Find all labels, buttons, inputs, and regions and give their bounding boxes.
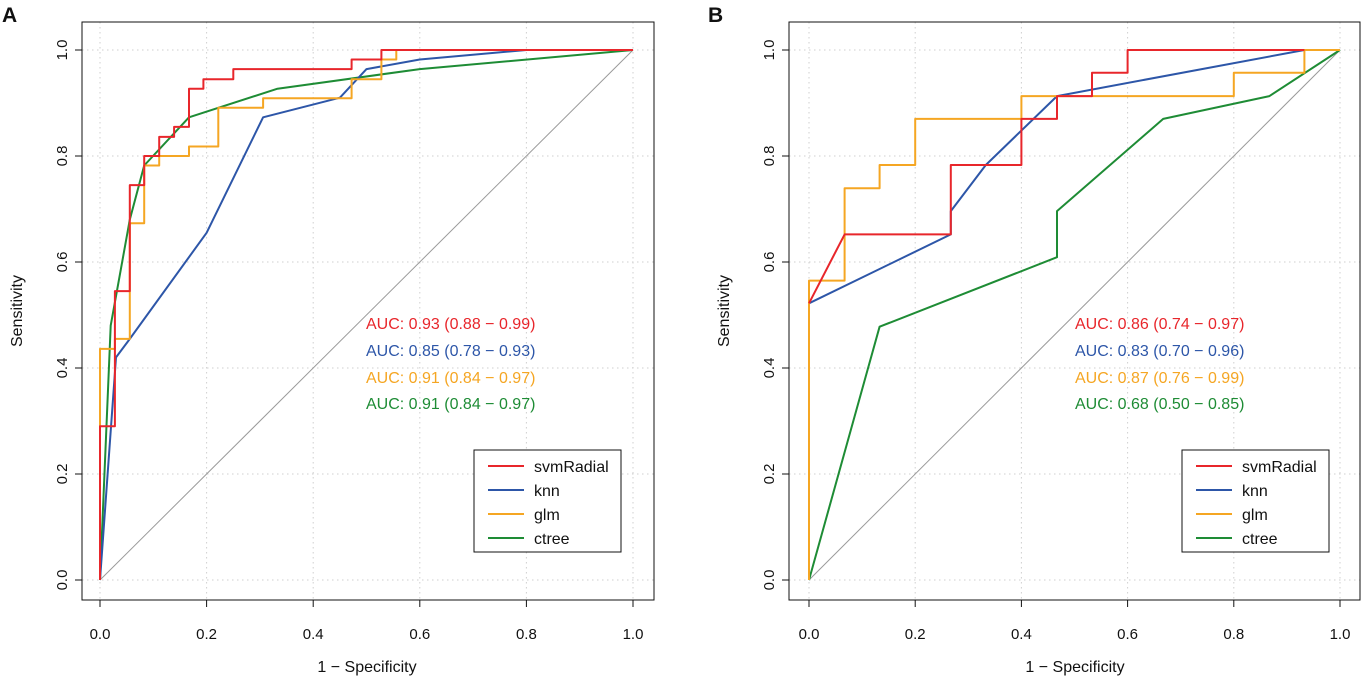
y-tick-label-a-5: 1.0 — [54, 40, 71, 61]
y-tick-label-a-2: 0.4 — [54, 358, 71, 379]
roc-curve-b-svmRadial — [808, 49, 1305, 304]
y-tick-label-a-3: 0.6 — [54, 252, 71, 273]
y-tick-label-a-1: 0.2 — [54, 464, 71, 485]
x-ticks-b: 0.0 0.2 0.4 0.6 0.8 1.0 — [799, 600, 1351, 643]
y-tick-label-b-2: 0.4 — [761, 358, 778, 379]
legend-label-a-knn: knn — [534, 483, 560, 500]
auc-label-b-svmRadial: AUC: 0.86 (0.74 − 0.97) — [1075, 316, 1244, 333]
x-ticks-a: 0.0 0.2 0.4 0.6 0.8 1.0 — [90, 600, 644, 643]
auc-label-b-glm: AUC: 0.87 (0.76 − 0.99) — [1075, 370, 1244, 387]
legend-b: svmRadial knn glm ctree — [1181, 449, 1330, 553]
legend-label-b-knn: knn — [1242, 483, 1268, 500]
grid-a — [82, 22, 654, 600]
y-tick-label-b-4: 0.8 — [761, 146, 778, 167]
x-tick-label-a-1: 0.2 — [196, 626, 217, 643]
panel-label-b: B — [708, 4, 723, 27]
auc-label-b-knn: AUC: 0.83 (0.70 − 0.96) — [1075, 343, 1244, 360]
plot-frame-b — [788, 21, 1361, 601]
y-ticks-b: 0.0 0.2 0.4 0.6 0.8 1.0 — [761, 40, 789, 591]
x-tick-label-b-3: 0.6 — [1117, 626, 1138, 643]
legend-label-b-svmRadial: svmRadial — [1242, 459, 1317, 476]
legend-label-a-ctree: ctree — [534, 531, 570, 548]
x-tick-label-b-4: 0.8 — [1223, 626, 1244, 643]
legend-label-a-svmRadial: svmRadial — [534, 459, 609, 476]
x-axis-title-b: 1 − Specificity — [1025, 659, 1124, 676]
x-tick-label-a-5: 1.0 — [623, 626, 644, 643]
x-tick-label-a-2: 0.4 — [303, 626, 324, 643]
auc-label-a-glm: AUC: 0.91 (0.84 − 0.97) — [366, 370, 535, 387]
auc-label-b-ctree: AUC: 0.68 (0.50 − 0.85) — [1075, 396, 1244, 413]
plot-frame-a — [81, 21, 655, 601]
x-tick-label-b-0: 0.0 — [799, 626, 820, 643]
auc-labels-a: AUC: 0.93 (0.88 − 0.99) AUC: 0.85 (0.78 … — [366, 316, 535, 413]
y-tick-label-a-4: 0.8 — [54, 146, 71, 167]
x-tick-label-b-1: 0.2 — [905, 626, 926, 643]
panel-a: A — [2, 4, 655, 676]
legend-label-a-glm: glm — [534, 507, 560, 524]
y-tick-label-b-1: 0.2 — [761, 464, 778, 485]
legend-label-b-ctree: ctree — [1242, 531, 1278, 548]
auc-label-a-ctree: AUC: 0.91 (0.84 − 0.97) — [366, 396, 535, 413]
legend-a: svmRadial knn glm ctree — [473, 449, 622, 553]
x-axis-title-a: 1 − Specificity — [317, 659, 416, 676]
x-tick-label-a-3: 0.6 — [409, 626, 430, 643]
roc-curve-a-svmRadial — [99, 49, 633, 580]
roc-curve-a-knn — [99, 49, 633, 581]
x-tick-label-b-2: 0.4 — [1011, 626, 1032, 643]
auc-label-a-knn: AUC: 0.85 (0.78 − 0.93) — [366, 343, 535, 360]
curves-b — [808, 49, 1341, 581]
y-axis-title-b: Sensitivity — [716, 275, 733, 347]
legend-label-b-glm: glm — [1242, 507, 1268, 524]
y-tick-label-b-5: 1.0 — [761, 40, 778, 61]
x-tick-label-a-0: 0.0 — [90, 626, 111, 643]
panel-b: B — [708, 4, 1361, 676]
x-tick-label-a-4: 0.8 — [516, 626, 537, 643]
roc-curve-a-glm — [99, 49, 633, 580]
y-tick-label-b-0: 0.0 — [761, 570, 778, 591]
auc-labels-b: AUC: 0.86 (0.74 − 0.97) AUC: 0.83 (0.70 … — [1075, 316, 1244, 413]
roc-curve-b-glm — [808, 49, 1340, 580]
roc-curve-b-knn — [808, 49, 1340, 305]
y-ticks-a: 0.0 0.2 0.4 0.6 0.8 1.0 — [54, 40, 82, 591]
diagonal-reference-b — [808, 49, 1341, 581]
y-tick-label-b-3: 0.6 — [761, 252, 778, 273]
diagonal-reference-a — [99, 49, 634, 581]
y-tick-label-a-0: 0.0 — [54, 570, 71, 591]
roc-curve-a-ctree — [99, 49, 634, 581]
panel-label-a: A — [2, 4, 17, 27]
curves-a — [99, 49, 634, 581]
y-axis-title-a: Sensitivity — [9, 275, 26, 347]
auc-label-a-svmRadial: AUC: 0.93 (0.88 − 0.99) — [366, 316, 535, 333]
roc-curve-b-ctree — [808, 49, 1341, 581]
x-tick-label-b-5: 1.0 — [1330, 626, 1351, 643]
